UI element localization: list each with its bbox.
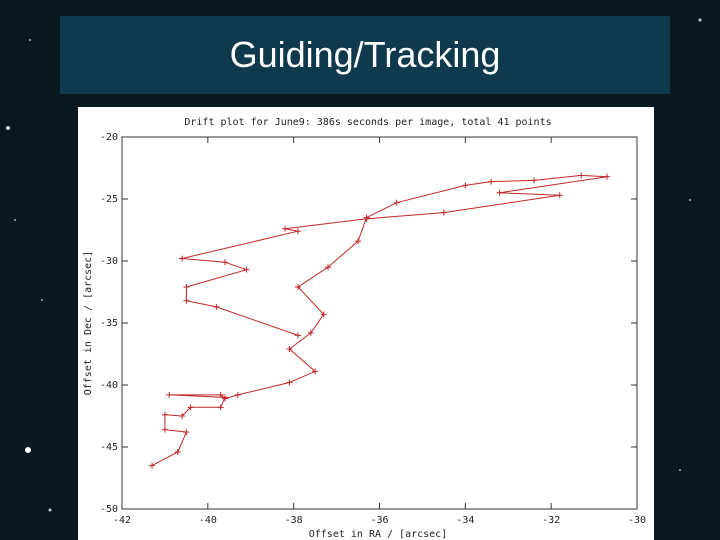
point-marker (161, 411, 168, 418)
point-marker (307, 329, 314, 336)
point-marker (531, 177, 537, 184)
point-marker (488, 178, 495, 185)
point-marker (325, 264, 331, 271)
point-marker (294, 332, 301, 339)
y-axis-label: Offset in Dec / [arcsec] (83, 251, 94, 396)
x-tick-label: -32 (542, 515, 560, 526)
point-marker (440, 209, 447, 216)
y-tick-label: -30 (100, 256, 118, 267)
x-tick-label: -38 (285, 515, 303, 526)
point-marker (320, 311, 327, 318)
point-marker (174, 448, 181, 455)
point-marker (462, 182, 469, 189)
point-marker (286, 379, 293, 386)
plot-panel (78, 107, 654, 540)
point-marker (496, 189, 503, 196)
slide-title: Guiding/Tracking (60, 16, 670, 94)
y-tick-label: -45 (100, 442, 118, 453)
chart: Drift plot for June9: 386s seconds per i… (78, 107, 654, 540)
point-marker (217, 391, 224, 398)
x-tick-label: -40 (199, 515, 217, 526)
point-marker (217, 404, 224, 411)
point-marker (312, 368, 319, 375)
point-marker (286, 346, 293, 353)
y-tick-label: -40 (100, 380, 118, 391)
point-marker (393, 199, 400, 206)
point-marker (161, 426, 168, 433)
point-marker (179, 413, 186, 419)
x-tick-label: -30 (628, 515, 646, 526)
point-marker (166, 391, 173, 398)
point-marker (222, 395, 228, 402)
x-tick-label: -42 (113, 515, 131, 526)
y-tick-label: -50 (100, 504, 118, 515)
x-axis-label: Offset in RA / [arcsec] (309, 529, 447, 540)
point-marker (603, 173, 610, 180)
point-marker (282, 225, 289, 232)
point-marker (187, 404, 194, 411)
chart-title: Drift plot for June9: 386s seconds per i… (184, 117, 551, 128)
point-marker (294, 284, 301, 291)
point-marker (355, 238, 362, 245)
point-marker (149, 462, 156, 469)
point-marker (183, 429, 190, 436)
point-marker (222, 259, 228, 266)
y-tick-label: -35 (100, 318, 118, 329)
point-marker (213, 303, 220, 310)
y-tick-label: -20 (100, 132, 118, 143)
y-tick-label: -25 (100, 194, 118, 205)
point-marker (234, 391, 241, 398)
point-marker (179, 255, 186, 262)
x-tick-label: -36 (370, 515, 388, 526)
point-marker (363, 215, 370, 222)
point-marker (183, 284, 190, 291)
point-marker (556, 192, 563, 199)
point-marker (578, 172, 585, 179)
point-marker (294, 228, 301, 235)
point-marker (183, 297, 190, 304)
point-marker (243, 266, 250, 273)
x-tick-label: -34 (456, 515, 474, 526)
